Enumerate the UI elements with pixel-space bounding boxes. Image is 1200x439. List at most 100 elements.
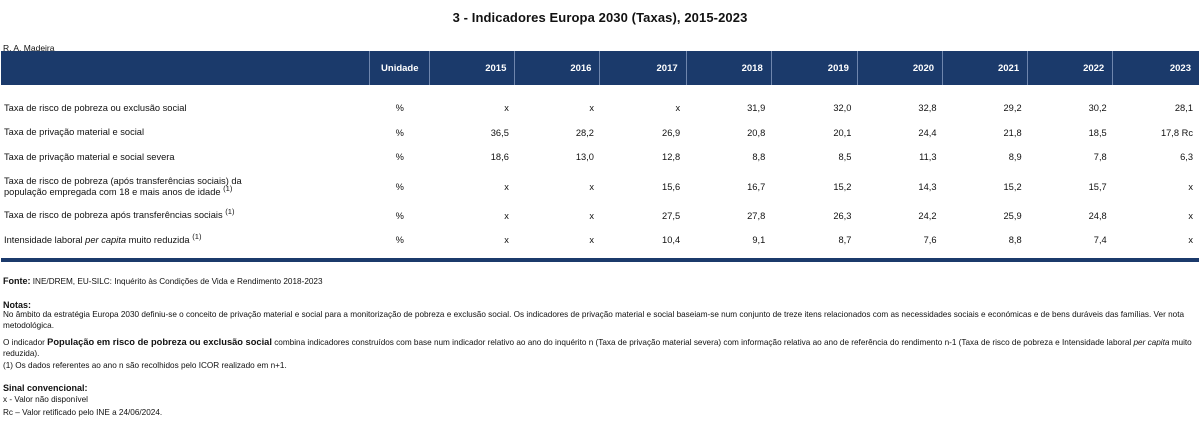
table-cell: 15,2 (1003, 181, 1022, 192)
table-cell: x (504, 103, 509, 114)
page-title: 3 - Indicadores Europa 2030 (Taxas), 201… (452, 10, 748, 25)
row-unit: % (395, 235, 404, 246)
table-cell: 8,5 (838, 152, 852, 163)
table-cell: 32,0 (833, 103, 852, 114)
table-cell: 8,8 (1008, 235, 1022, 246)
table-row: Taxa de privação material e social % 36,… (1, 121, 1199, 146)
row-label-italic: per capita (85, 234, 127, 245)
table-bottom-rule (1, 258, 1199, 262)
table-cell: 7,4 (1093, 235, 1107, 246)
row-label: Taxa de privação material e social (4, 127, 145, 138)
footnote-marker: (1) (223, 183, 233, 193)
table-cell: 8,8 (752, 152, 766, 163)
table-cell: 24,8 (1088, 210, 1107, 221)
row-label-text: Taxa de risco de pobreza após transferên… (4, 210, 223, 221)
row-unit: % (395, 103, 404, 114)
source-line: Fonte: INE/DREM, EU-SILC: Inquérito às C… (3, 276, 1195, 288)
table-header-row: Unidade 2015 2016 2017 2018 2019 2020 20… (1, 51, 1199, 85)
conventions-heading: Sinal convencional: (3, 382, 88, 393)
table-cell: 29,2 (1003, 103, 1022, 114)
table-cell: x (589, 181, 594, 192)
table-row: Taxa de risco de pobreza (após transferê… (1, 170, 1199, 204)
table-cell: 21,8 (1003, 127, 1022, 138)
table-cell: 12,8 (662, 152, 681, 163)
table-row: Taxa de risco de pobreza após transferên… (1, 204, 1199, 229)
table-cell: 13,0 (575, 152, 594, 163)
table-cell: 25,9 (1003, 210, 1022, 221)
table-cell: 24,4 (918, 127, 937, 138)
row-label-line1: Taxa de risco de pobreza (após transferê… (4, 175, 242, 186)
row-label-line2: população empregada com 18 e mais anos d… (4, 186, 221, 197)
table-cell: 24,2 (918, 210, 937, 221)
indicators-table: Unidade 2015 2016 2017 2018 2019 2020 20… (1, 51, 1199, 260)
table-cell: 20,1 (833, 127, 852, 138)
table-row: Taxa de risco de pobreza ou exclusão soc… (1, 85, 1199, 121)
table-cell: x (589, 235, 594, 246)
row-label: Taxa de risco de pobreza após transferên… (1, 204, 370, 229)
header-year: 2017 (599, 51, 687, 85)
note-bold-text: População em risco de pobreza ou exclusã… (47, 337, 272, 347)
note-text: O indicador (3, 338, 45, 347)
header-year: 2018 (685, 51, 772, 85)
table-cell: 14,3 (918, 181, 937, 192)
table-cell: 7,6 (923, 235, 937, 246)
table-cell: x (589, 210, 594, 221)
table-cell: 17,8 Rc (1160, 127, 1193, 138)
table-cell: 6,3 (1180, 152, 1193, 163)
note-paragraph: O indicador População em risco de pobrez… (3, 337, 1195, 359)
table-cell: x (675, 103, 681, 114)
header-year: 2015 (429, 51, 515, 85)
table-cell: 8,7 (838, 235, 852, 246)
note-paragraph: No âmbito da estratégia Europa 2030 defi… (3, 310, 1185, 330)
table-cell: 7,8 (1093, 152, 1107, 163)
table-cell: 30,2 (1088, 103, 1107, 114)
table-cell: 15,7 (1088, 181, 1107, 192)
source-label: Fonte: (3, 276, 31, 286)
convention-x: x - Valor não disponível (3, 395, 88, 404)
table-cell: 10,4 (662, 235, 681, 246)
row-label-text: Intensidade laboral (4, 234, 83, 245)
note-text: combina indicadores construídos com base… (274, 338, 1132, 347)
footnote-text: (1) Os dados referentes ao ano n são rec… (3, 361, 287, 370)
region-label: R. A. Madeira (3, 43, 55, 53)
header-year: 2019 (770, 51, 858, 85)
row-label: Taxa de risco de pobreza ou exclusão soc… (4, 102, 187, 113)
row-unit: % (395, 152, 404, 163)
table-cell: 31,9 (747, 103, 766, 114)
table-cell: 18,5 (1088, 127, 1107, 138)
header-year: 2016 (514, 51, 600, 85)
table-cell: 36,5 (490, 127, 509, 138)
table-cell: 8,9 (1008, 152, 1022, 163)
notes-heading: Notas: (3, 299, 32, 310)
note-text: muito reduzida). (3, 338, 1192, 358)
row-label: Taxa de privação material e social sever… (4, 151, 175, 162)
header-year: 2023 (1112, 51, 1199, 85)
header-year: 2022 (1027, 51, 1113, 85)
table-cell: 28,1 (1174, 103, 1193, 114)
row-label: Taxa de risco de pobreza (após transferê… (1, 170, 370, 204)
table-cell: 27,8 (747, 210, 766, 221)
table-row: Intensidade laboral per capita muito red… (1, 228, 1199, 260)
table-cell: 20,8 (747, 127, 766, 138)
row-unit: % (395, 181, 404, 192)
row-unit: % (395, 210, 404, 221)
table-cell: x (1188, 210, 1193, 221)
header-unit: Unidade (369, 51, 430, 85)
notes-section: Fonte: INE/DREM, EU-SILC: Inquérito às C… (3, 276, 1195, 418)
table-cell: x (504, 210, 509, 221)
table-cell: 18,6 (490, 152, 509, 163)
footnote-marker: (1) (192, 231, 202, 241)
table-cell: 9,1 (752, 235, 766, 246)
table-cell: 26,3 (833, 210, 852, 221)
table-cell: 32,8 (918, 103, 937, 114)
row-label-text: muito reduzida (128, 234, 190, 245)
header-year: 2021 (942, 51, 1028, 85)
table-cell: x (1188, 181, 1193, 192)
note-italic-text: per capita (1133, 338, 1170, 347)
table-cell: 26,9 (662, 127, 681, 138)
table-cell: 16,7 (747, 181, 766, 192)
table-cell: x (504, 181, 509, 192)
table-cell: 15,2 (833, 181, 852, 192)
footnote-marker: (1) (225, 207, 235, 217)
table-cell: 11,3 (919, 152, 937, 163)
